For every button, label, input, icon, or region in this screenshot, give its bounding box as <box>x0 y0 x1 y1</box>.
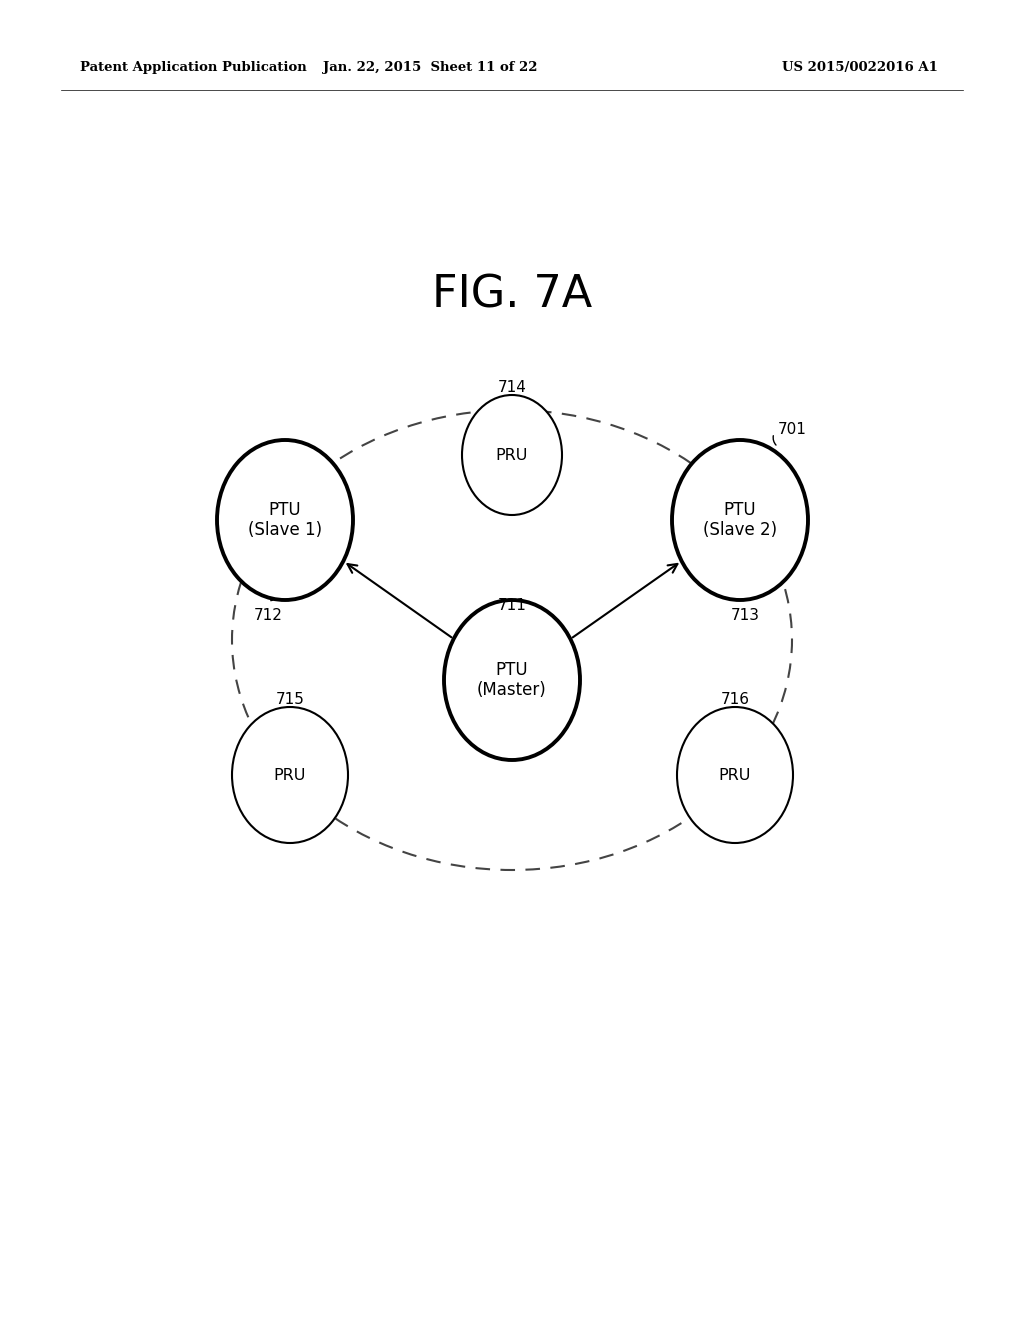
Text: 713: 713 <box>730 607 760 623</box>
Ellipse shape <box>677 708 793 843</box>
Ellipse shape <box>217 440 353 601</box>
Text: PRU: PRU <box>496 447 528 462</box>
Ellipse shape <box>444 601 580 760</box>
Text: PTU
(Slave 2): PTU (Slave 2) <box>702 500 777 540</box>
Text: 711: 711 <box>498 598 526 612</box>
Ellipse shape <box>672 440 808 601</box>
Text: FIG. 7A: FIG. 7A <box>432 273 592 317</box>
Text: Jan. 22, 2015  Sheet 11 of 22: Jan. 22, 2015 Sheet 11 of 22 <box>323 62 538 74</box>
Text: US 2015/0022016 A1: US 2015/0022016 A1 <box>782 62 938 74</box>
Ellipse shape <box>462 395 562 515</box>
Text: PTU
(Master): PTU (Master) <box>477 660 547 700</box>
Text: 715: 715 <box>275 693 304 708</box>
Text: 701: 701 <box>778 422 807 437</box>
Text: 716: 716 <box>721 693 750 708</box>
Text: Patent Application Publication: Patent Application Publication <box>80 62 307 74</box>
Text: PRU: PRU <box>719 767 752 783</box>
Text: PRU: PRU <box>273 767 306 783</box>
Text: 714: 714 <box>498 380 526 395</box>
Ellipse shape <box>232 708 348 843</box>
Text: 712: 712 <box>254 607 283 623</box>
Text: PTU
(Slave 1): PTU (Slave 1) <box>248 500 323 540</box>
